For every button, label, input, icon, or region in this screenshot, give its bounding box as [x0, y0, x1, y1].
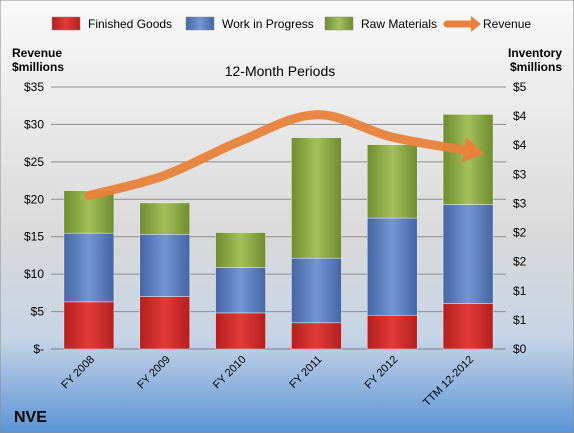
left-axis-ticks: $- $5 $10 $15 $20 $25 $30 $35 [24, 80, 44, 356]
legend-label-finished-goods: Finished Goods [88, 17, 172, 31]
bar-work-in-progress [63, 232, 115, 303]
left-tick-label: $25 [24, 155, 44, 169]
bar-raw-materials [215, 232, 266, 268]
chart-title: 12-Month Periods [225, 63, 336, 79]
bar-finished-goods [291, 322, 342, 350]
legend-swatch-work-in-progress [185, 16, 215, 31]
bar-work-in-progress [139, 234, 191, 297]
legend-arrowhead [471, 16, 481, 32]
company-label: NVE [14, 409, 47, 426]
bar-work-in-progress [366, 217, 418, 316]
left-tick-label: $20 [24, 192, 44, 206]
right-axis-title-line2: $millions [510, 60, 562, 74]
left-tick-label: $5 [31, 305, 45, 319]
right-tick-label: $2 [513, 226, 527, 240]
legend-swatch-raw-materials [324, 16, 354, 31]
right-tick-label: $0 [513, 342, 527, 356]
right-tick-label: $2 [513, 255, 527, 269]
right-tick-label: $4 [513, 109, 527, 123]
legend: Finished Goods Work in Progress Raw Materi… [51, 16, 531, 32]
bar-raw-materials [291, 137, 342, 259]
bar-raw-materials [139, 202, 191, 235]
left-tick-label: $15 [24, 230, 44, 244]
bar-work-in-progress [442, 204, 494, 304]
left-tick-label: $10 [24, 267, 44, 281]
bar-work-in-progress [291, 257, 342, 324]
bar-finished-goods [139, 296, 191, 350]
right-tick-label: $4 [513, 138, 527, 152]
legend-label-work-in-progress: Work in Progress [222, 17, 314, 31]
legend-label-raw-materials: Raw Materials [361, 17, 437, 31]
right-tick-label: $1 [513, 284, 527, 298]
revenue-series [84, 110, 484, 201]
bar-finished-goods [215, 312, 266, 350]
left-tick-label: $35 [24, 80, 44, 94]
legend-swatch-finished-goods [51, 16, 81, 31]
bar-finished-goods [366, 314, 418, 350]
left-axis-title-line2: $millions [12, 60, 64, 74]
revenue-line [84, 110, 473, 201]
right-axis-title-line1: Inventory [508, 46, 562, 60]
right-tick-label: $5 [513, 80, 527, 94]
bar-finished-goods [63, 301, 115, 350]
legend-label-revenue: Revenue [483, 17, 531, 31]
right-axis-ticks: $0 $1 $1 $2 $2 $3 $3 $4 $4 $5 [513, 80, 527, 356]
left-tick-label: $- [33, 342, 44, 356]
bar-raw-materials [366, 144, 418, 219]
revenue-arrowhead [461, 137, 484, 163]
right-tick-label: $3 [513, 167, 527, 181]
right-tick-label: $3 [513, 196, 527, 210]
left-tick-label: $30 [24, 117, 44, 131]
right-tick-label: $1 [513, 313, 527, 327]
bar-work-in-progress [215, 267, 266, 314]
gridlines [51, 86, 506, 350]
bar-finished-goods [442, 303, 494, 350]
left-axis-title-line1: Revenue [12, 46, 62, 60]
